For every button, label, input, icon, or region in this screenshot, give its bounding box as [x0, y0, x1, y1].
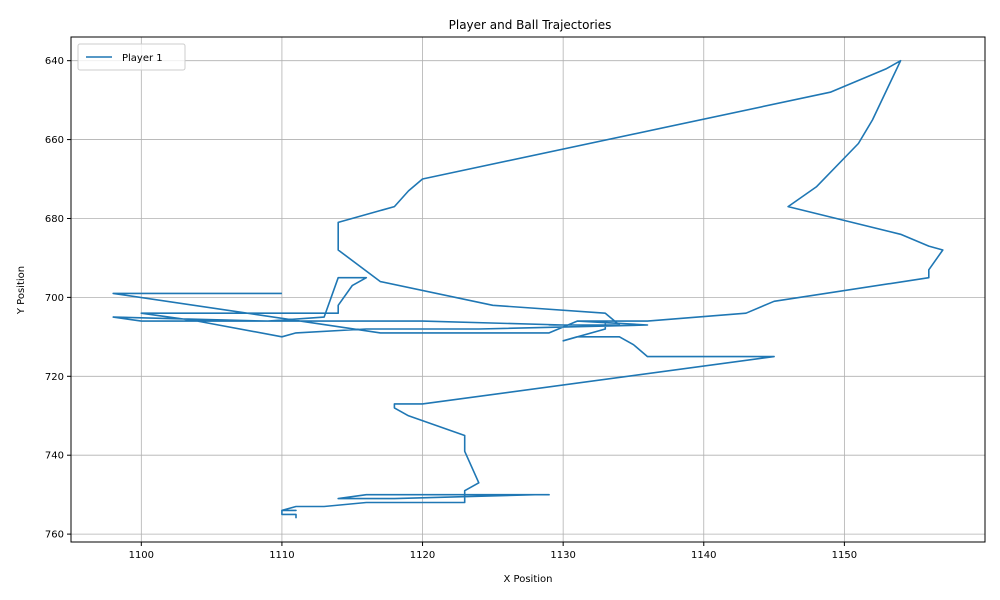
x-axis-ticks: 1100 1110 1120 1130 1140 1150	[129, 542, 857, 561]
y-tick-label: 740	[45, 451, 64, 462]
plot-frame	[70, 36, 986, 543]
x-tick-label: 1150	[832, 550, 857, 561]
x-tick-label: 1120	[410, 550, 435, 561]
x-tick-label: 1100	[129, 550, 154, 561]
y-tick-label: 700	[45, 293, 64, 304]
y-tick-label: 760	[45, 530, 64, 541]
x-tick-label: 1140	[691, 550, 716, 561]
y-tick-label: 680	[45, 214, 64, 225]
legend-label-player-1: Player 1	[122, 53, 163, 64]
chart-title: Player and Ball Trajectories	[449, 18, 612, 32]
series-line-player-1	[112, 59, 944, 519]
series-layer	[112, 59, 944, 519]
x-tick-label: 1110	[269, 550, 294, 561]
y-tick-label: 660	[45, 135, 64, 146]
y-axis-label: Y Position	[16, 266, 27, 315]
legend: Player 1	[77, 43, 186, 71]
grid-lines	[71, 37, 985, 542]
legend-box	[77, 43, 186, 71]
y-axis-ticks: 640 660 680 700 720 740 760	[45, 56, 71, 541]
x-tick-label: 1130	[550, 550, 575, 561]
y-tick-label: 640	[45, 56, 64, 67]
x-axis-label: X Position	[504, 574, 553, 585]
y-tick-label: 720	[45, 372, 64, 383]
